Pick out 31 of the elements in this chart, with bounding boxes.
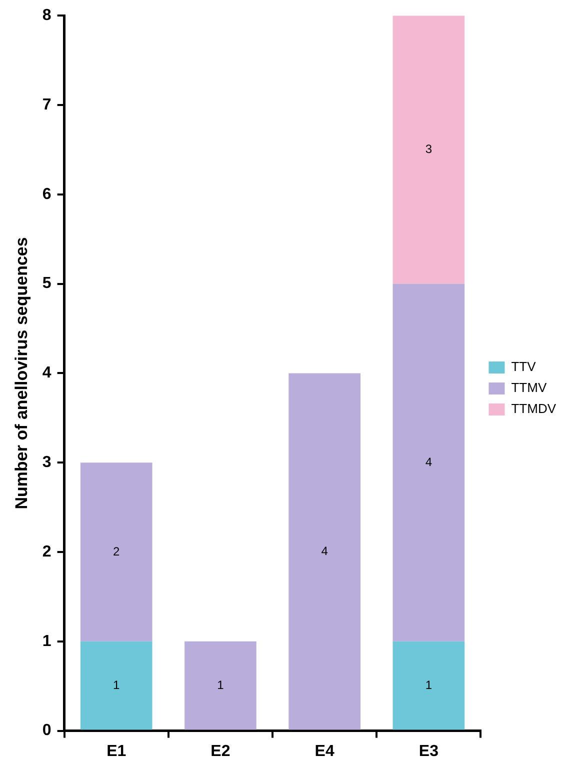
data-label: 1 bbox=[425, 678, 432, 692]
bar bbox=[80, 462, 152, 642]
x-tick-label: E4 bbox=[314, 742, 334, 760]
legend-label: TTMDV bbox=[511, 401, 556, 416]
y-tick-label: 6 bbox=[42, 186, 52, 203]
data-label: 1 bbox=[113, 678, 120, 692]
y-tick-label: 2 bbox=[42, 543, 52, 560]
data-label: 4 bbox=[321, 544, 328, 558]
y-tick-label: 3 bbox=[42, 454, 52, 472]
legend-label: TTV bbox=[511, 359, 536, 374]
x-tick-label: E3 bbox=[418, 742, 439, 760]
y-tick-label: 1 bbox=[42, 632, 52, 650]
bar bbox=[392, 284, 465, 642]
data-label: 4 bbox=[425, 454, 432, 469]
y-axis-title: Number of anellovirus sequences bbox=[12, 237, 31, 510]
bar bbox=[288, 373, 360, 730]
y-tick-label: 4 bbox=[42, 364, 52, 382]
legend-label: TTMV bbox=[511, 380, 547, 396]
bar bbox=[392, 16, 465, 284]
bar bbox=[392, 641, 465, 730]
x-tick-label: E2 bbox=[210, 742, 230, 760]
data-label: 2 bbox=[113, 544, 120, 558]
y-tick-label: 0 bbox=[42, 722, 52, 740]
bar bbox=[184, 641, 256, 730]
x-tick-label: E1 bbox=[106, 742, 126, 760]
data-label: 3 bbox=[425, 142, 432, 156]
y-tick-label: 5 bbox=[42, 275, 52, 292]
y-tick-label: 7 bbox=[42, 96, 52, 114]
data-label: 1 bbox=[217, 678, 224, 692]
y-tick-label: 8 bbox=[42, 7, 52, 24]
bar bbox=[80, 641, 152, 730]
